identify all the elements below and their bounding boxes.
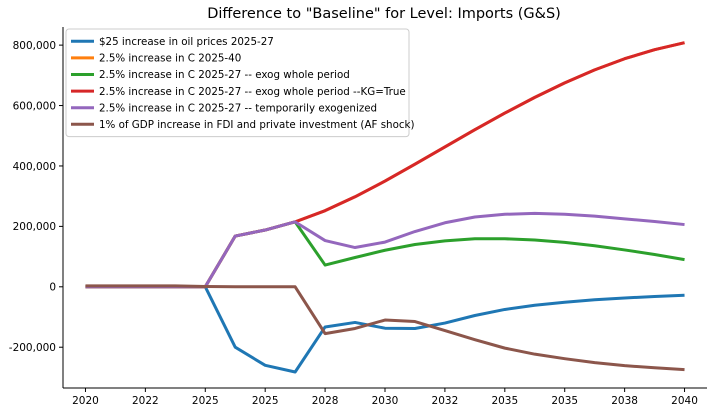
x-tick-label: 2040 [671,395,698,407]
plot-area [85,41,685,374]
axes: -200,000 0 200,000 400,000 600,000 800,000 202… [9,27,707,407]
legend-entry-label: 2.5% increase in C 2025-27 -- temporaril… [99,102,377,114]
series-line-6 [85,284,685,372]
x-tick-label: 2022 [132,395,159,407]
x-tick-label: 2035 [491,395,518,407]
y-tick-label: -200,000 [9,342,56,354]
y-tick-label: 400,000 [13,161,56,173]
legend-entry-label: $25 increase in oil prices 2025-27 [99,36,274,48]
y-tick-label: 0 [49,282,56,294]
legend: $25 increase in oil prices 2025-27 2.5% i… [65,28,415,138]
legend-box [65,28,410,138]
legend-entry-label: 1% of GDP increase in FDI and private in… [99,119,415,131]
y-tick-label: 600,000 [13,100,56,112]
x-tick-label: 2038 [611,395,638,407]
x-tick-label: 2032 [432,395,459,407]
x-tick-label: 2035 [551,395,578,407]
x-tick-label: 2030 [372,395,399,407]
x-tick-label: 2025 [252,395,279,407]
series-line-1 [85,285,685,374]
series-line-3 [85,220,685,289]
chart-title: Difference to "Baseline" for Level: Impo… [207,6,561,22]
legend-entry-label: 2.5% increase in C 2025-40 [99,53,241,65]
x-tick-label: 2028 [312,395,339,407]
x-tick-label: 2025 [192,395,219,407]
legend-entry-label: 2.5% increase in C 2025-27 -- exog whole… [99,69,350,81]
y-tick-label: 200,000 [13,221,56,233]
y-tick-label: 800,000 [13,40,56,52]
legend-entry-label: 2.5% increase in C 2025-27 -- exog whole… [99,86,406,98]
x-tick-label: 2020 [72,395,99,407]
